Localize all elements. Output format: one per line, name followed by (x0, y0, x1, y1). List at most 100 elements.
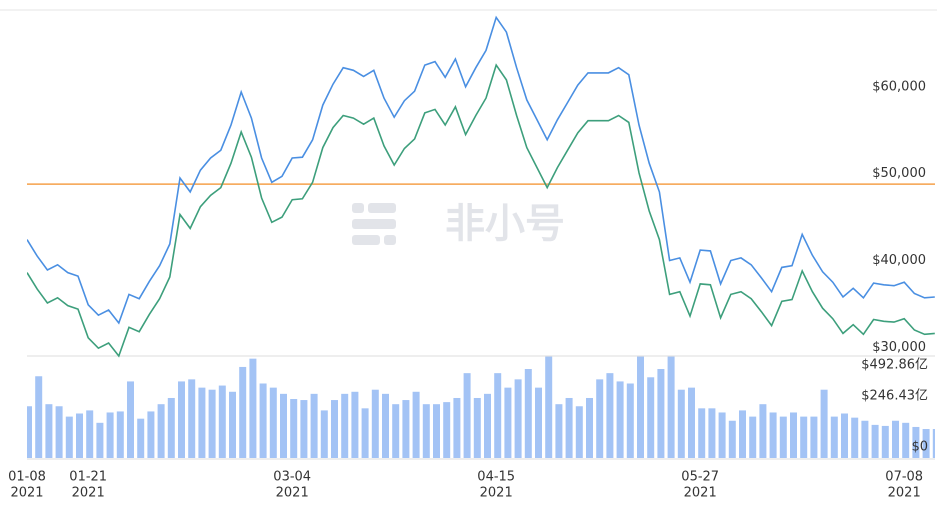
volume-bar (769, 412, 777, 458)
volume-bar (932, 429, 935, 458)
plot-area (27, 15, 935, 458)
volume-bar (647, 377, 655, 458)
volume-bar (239, 366, 247, 458)
volume-tick-label: $0 (911, 440, 928, 455)
volume-bar (524, 369, 532, 458)
x-tick-year: 2021 (684, 486, 717, 501)
volume-bar (208, 389, 216, 458)
volume-bar (820, 389, 828, 458)
volume-bar (800, 416, 808, 458)
volume-bar (657, 369, 665, 458)
volume-bar (96, 422, 104, 458)
volume-bar (331, 400, 338, 458)
volume-bar (922, 429, 930, 458)
volume-bar (27, 406, 32, 458)
volume-bar (167, 397, 175, 458)
volume-bar (841, 413, 848, 458)
volume-bar (137, 418, 145, 458)
volume-bar (392, 404, 400, 458)
volume-bar (504, 387, 512, 458)
volume-bar (229, 391, 236, 458)
price-line (27, 63, 935, 358)
volume-bar (861, 420, 869, 458)
volume-bar (320, 410, 328, 458)
y-tick-label: $50,000 (872, 166, 926, 181)
x-tick-year: 2021 (10, 486, 43, 501)
volume-bar (65, 416, 73, 458)
volume-bar (626, 383, 634, 458)
volume-bar (555, 404, 563, 458)
volume-bar (830, 416, 838, 458)
volume-bar (86, 410, 94, 458)
volume-bar (422, 404, 430, 458)
y-tick-label: $60,000 (872, 79, 926, 94)
x-tick-label: 04-15 (477, 470, 515, 485)
volume-bar (667, 356, 675, 458)
y-tick-label: $30,000 (872, 340, 926, 355)
volume-bar (535, 387, 542, 458)
x-tick-label: 01-21 (69, 470, 107, 485)
volume-bar (188, 379, 196, 458)
x-tick-year: 2021 (888, 486, 921, 501)
volume-bar (116, 411, 124, 458)
volume-bar (637, 356, 644, 458)
volume-bar (463, 373, 471, 458)
volume-bar (45, 404, 53, 458)
x-tick-year: 2021 (480, 486, 513, 501)
y-tick-label: $40,000 (872, 253, 926, 268)
volume-bar (371, 389, 379, 458)
volume-bar (443, 402, 451, 458)
volume-bar (269, 387, 277, 458)
volume-bar (912, 426, 920, 458)
price-line (27, 15, 935, 325)
volume-bar (514, 379, 522, 458)
x-tick-label: 01-08 (8, 470, 46, 485)
volume-bar (688, 387, 695, 458)
volume-tick-label: $246.43亿 (861, 389, 928, 404)
volume-bar (473, 397, 481, 458)
volume-bar (739, 410, 746, 458)
volume-bar (606, 373, 614, 458)
volume-bar (280, 393, 287, 458)
volume-tick-label: $492.86亿 (861, 358, 928, 373)
volume-bar (351, 391, 359, 458)
volume-bar (259, 383, 267, 458)
volume-bar (157, 404, 165, 458)
volume-bar (218, 385, 226, 458)
volume-bar (106, 412, 114, 458)
volume-bar (147, 411, 155, 458)
x-tick-label: 07-08 (885, 470, 923, 485)
volume-bar (76, 413, 83, 458)
volume-bar (728, 420, 736, 458)
volume-bar (881, 425, 889, 458)
volume-bar (749, 416, 757, 458)
volume-bar (575, 406, 583, 458)
volume-bar (198, 387, 206, 458)
volume-bar (361, 408, 369, 458)
volume-bar (453, 397, 461, 458)
volume-bar (249, 358, 257, 458)
volume-bar (300, 400, 308, 458)
volume-bar (55, 406, 63, 458)
volume-bar (127, 381, 134, 458)
volume-bar (310, 393, 318, 458)
volume-bar (851, 417, 859, 458)
x-tick-label: 03-04 (273, 470, 311, 485)
volume-bar (545, 356, 553, 458)
volume-bar (290, 399, 298, 458)
volume-bar (698, 408, 706, 458)
watermark: 非小号 (445, 201, 565, 247)
x-tick-label: 05-27 (681, 470, 719, 485)
volume-bar (178, 381, 185, 458)
volume-bar (412, 391, 420, 458)
volume-bar (790, 412, 797, 458)
volume-bar (341, 393, 349, 458)
volume-bar (494, 373, 502, 458)
volume-bar (402, 400, 410, 458)
volume-bar (902, 422, 910, 458)
x-tick-year: 2021 (72, 486, 105, 501)
volume-bar (596, 379, 604, 458)
volume-bar (35, 376, 43, 458)
watermark-logo (352, 203, 396, 245)
